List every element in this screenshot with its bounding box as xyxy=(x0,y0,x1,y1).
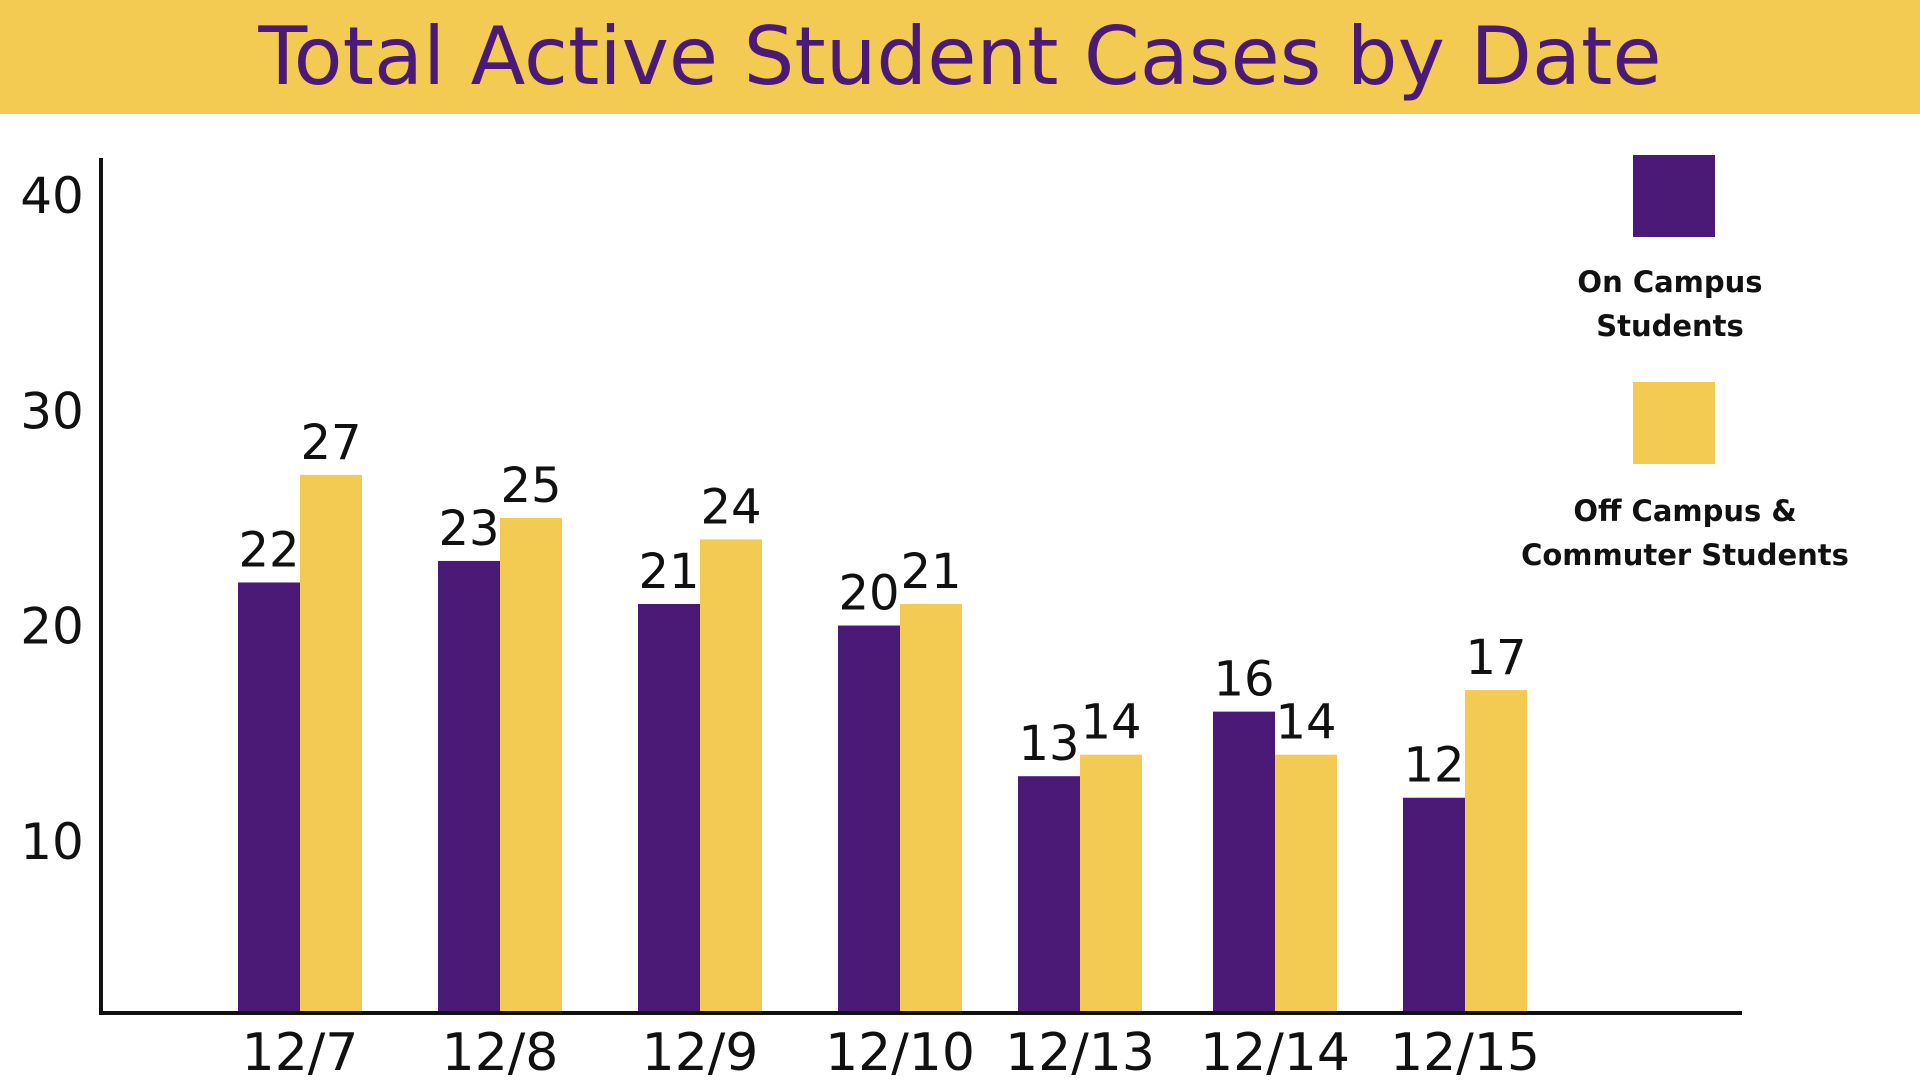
bar-on-campus-12-10 xyxy=(838,625,900,1013)
data-label-on-campus-12-13: 13 xyxy=(1018,716,1079,772)
legend-label-on-campus: On Campus Students xyxy=(1577,265,1763,343)
y-tick-label-40: 40 xyxy=(20,167,84,225)
bar-off-campus-12-9 xyxy=(700,539,762,1013)
data-label-on-campus-12-14: 16 xyxy=(1213,652,1274,708)
bar-off-campus-12-8 xyxy=(500,517,562,1013)
axes-layer: 10 20 30 40 xyxy=(20,158,1742,1015)
data-label-on-campus-12-15: 12 xyxy=(1403,738,1464,794)
x-tick-label-12-13: 12/13 xyxy=(1005,1023,1155,1080)
legend-label-off-campus: Off Campus & Commuter Students xyxy=(1521,494,1849,572)
x-tick-label-12-9: 12/9 xyxy=(642,1023,759,1080)
data-label-off-campus-12-13: 14 xyxy=(1080,695,1141,751)
x-tick-label-12-7: 12/7 xyxy=(242,1023,359,1080)
data-label-on-campus-12-7: 22 xyxy=(238,522,299,578)
legend-swatch-on-campus xyxy=(1633,155,1715,237)
data-label-off-campus-12-7: 27 xyxy=(300,415,361,471)
data-label-on-campus-12-10: 20 xyxy=(838,566,899,622)
bar-on-campus-12-7 xyxy=(238,582,300,1013)
bar-off-campus-12-15 xyxy=(1465,690,1527,1013)
bar-off-campus-12-14 xyxy=(1275,754,1337,1013)
bar-on-campus-12-9 xyxy=(638,604,700,1013)
bars-layer xyxy=(238,474,1527,1013)
y-tick-label-10: 10 xyxy=(20,813,84,871)
data-label-off-campus-12-10: 21 xyxy=(900,544,961,600)
data-label-on-campus-12-9: 21 xyxy=(638,544,699,600)
x-tick-label-12-15: 12/15 xyxy=(1390,1023,1540,1080)
bar-on-campus-12-13 xyxy=(1018,776,1080,1013)
bar-off-campus-12-13 xyxy=(1080,754,1142,1013)
bar-off-campus-12-10 xyxy=(900,604,962,1013)
data-label-on-campus-12-8: 23 xyxy=(438,501,499,557)
data-label-off-campus-12-8: 25 xyxy=(500,458,561,514)
x-tick-label-12-10: 12/10 xyxy=(825,1023,975,1080)
data-label-off-campus-12-15: 17 xyxy=(1465,630,1526,686)
bar-on-campus-12-14 xyxy=(1213,711,1275,1013)
bar-on-campus-12-8 xyxy=(438,560,500,1013)
data-label-off-campus-12-9: 24 xyxy=(700,479,761,535)
bar-on-campus-12-15 xyxy=(1403,797,1465,1013)
data-label-off-campus-12-14: 14 xyxy=(1275,695,1336,751)
y-tick-label-20: 20 xyxy=(20,598,84,656)
legend-swatch-off-campus xyxy=(1633,382,1715,464)
chart-title: Total Active Student Cases by Date xyxy=(258,10,1662,103)
bar-off-campus-12-7 xyxy=(300,474,362,1013)
title-band xyxy=(0,0,1920,114)
x-tick-label-12-8: 12/8 xyxy=(442,1023,559,1080)
y-tick-label-30: 30 xyxy=(20,382,84,440)
x-tick-label-12-14: 12/14 xyxy=(1200,1023,1350,1080)
